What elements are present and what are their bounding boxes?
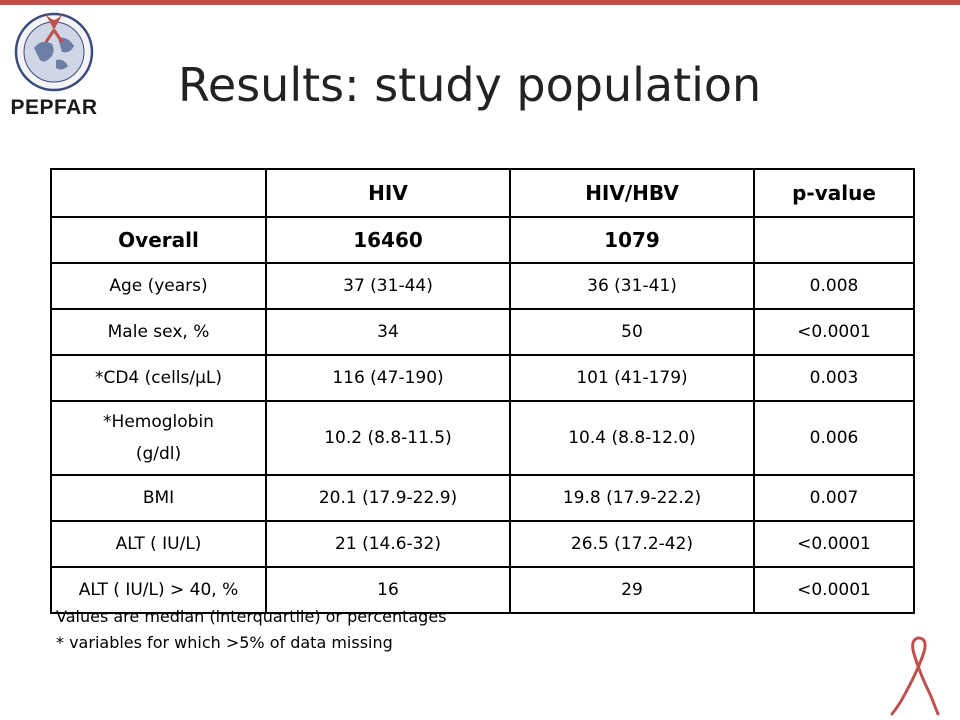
table-row: Age (years) 37 (31-44) 36 (31-41) 0.008 (50, 262, 915, 310)
table-cell: <0.0001 (753, 308, 915, 356)
results-table: HIV HIV/HBV p-value Overall 16460 1079 A… (50, 168, 915, 614)
table-cell: 0.003 (753, 354, 915, 402)
table-cell: 0.007 (753, 474, 915, 522)
table-cell: 1079 (509, 216, 755, 264)
table-row-overall: Overall 16460 1079 (50, 216, 915, 264)
footnote: * variables for which >5% of data missin… (56, 633, 393, 652)
table-cell: ALT ( IU/L) > 40, % (50, 566, 267, 614)
top-accent-bar (0, 0, 960, 5)
table-cell: *CD4 (cells/µL) (50, 354, 267, 402)
pepfar-logo: PEPFAR (4, 8, 104, 120)
table-cell: 21 (14.6-32) (265, 520, 511, 568)
red-ribbon-icon (890, 636, 940, 716)
table-cell: 37 (31-44) (265, 262, 511, 310)
seal-icon (14, 12, 94, 92)
table-cell: 10.4 (8.8-12.0) (509, 400, 755, 476)
table-cell: 116 (47-190) (265, 354, 511, 402)
table-cell: BMI (50, 474, 267, 522)
table-cell: Overall (50, 216, 267, 264)
page-title: Results: study population (178, 58, 762, 112)
table-cell: 29 (509, 566, 755, 614)
table-cell (753, 216, 915, 264)
table-cell: 0.008 (753, 262, 915, 310)
table-cell: <0.0001 (753, 566, 915, 614)
header-cell-hiv-hbv: HIV/HBV (509, 168, 755, 218)
table-cell: 36 (31-41) (509, 262, 755, 310)
footnote: Values are median (interquartile) or per… (56, 607, 447, 626)
table-cell: 16460 (265, 216, 511, 264)
table-cell: 16 (265, 566, 511, 614)
table-cell: 20.1 (17.9-22.9) (265, 474, 511, 522)
header-cell-p-value: p-value (753, 168, 915, 218)
table-cell: 10.2 (8.8-11.5) (265, 400, 511, 476)
table-cell: 19.8 (17.9-22.2) (509, 474, 755, 522)
table-cell: *Hemoglobin (g/dl) (50, 400, 267, 476)
table-cell: <0.0001 (753, 520, 915, 568)
footnotes: Values are median (interquartile) or per… (56, 604, 447, 656)
header-cell-empty (50, 168, 267, 218)
table-cell: Age (years) (50, 262, 267, 310)
table-row: *Hemoglobin (g/dl) 10.2 (8.8-11.5) 10.4 … (50, 400, 915, 476)
table-row: ALT ( IU/L) > 40, % 16 29 <0.0001 (50, 566, 915, 614)
table-header-row: HIV HIV/HBV p-value (50, 168, 915, 218)
table-cell: 34 (265, 308, 511, 356)
table-cell: Male sex, % (50, 308, 267, 356)
logo-text: PEPFAR (10, 96, 98, 119)
table-cell: 0.006 (753, 400, 915, 476)
table-row: BMI 20.1 (17.9-22.9) 19.8 (17.9-22.2) 0.… (50, 474, 915, 522)
table-cell: 26.5 (17.2-42) (509, 520, 755, 568)
table-row: ALT ( IU/L) 21 (14.6-32) 26.5 (17.2-42) … (50, 520, 915, 568)
header-cell-hiv: HIV (265, 168, 511, 218)
table-cell: 50 (509, 308, 755, 356)
table-cell: 101 (41-179) (509, 354, 755, 402)
table-row: *CD4 (cells/µL) 116 (47-190) 101 (41-179… (50, 354, 915, 402)
table-cell: ALT ( IU/L) (50, 520, 267, 568)
table-row: Male sex, % 34 50 <0.0001 (50, 308, 915, 356)
